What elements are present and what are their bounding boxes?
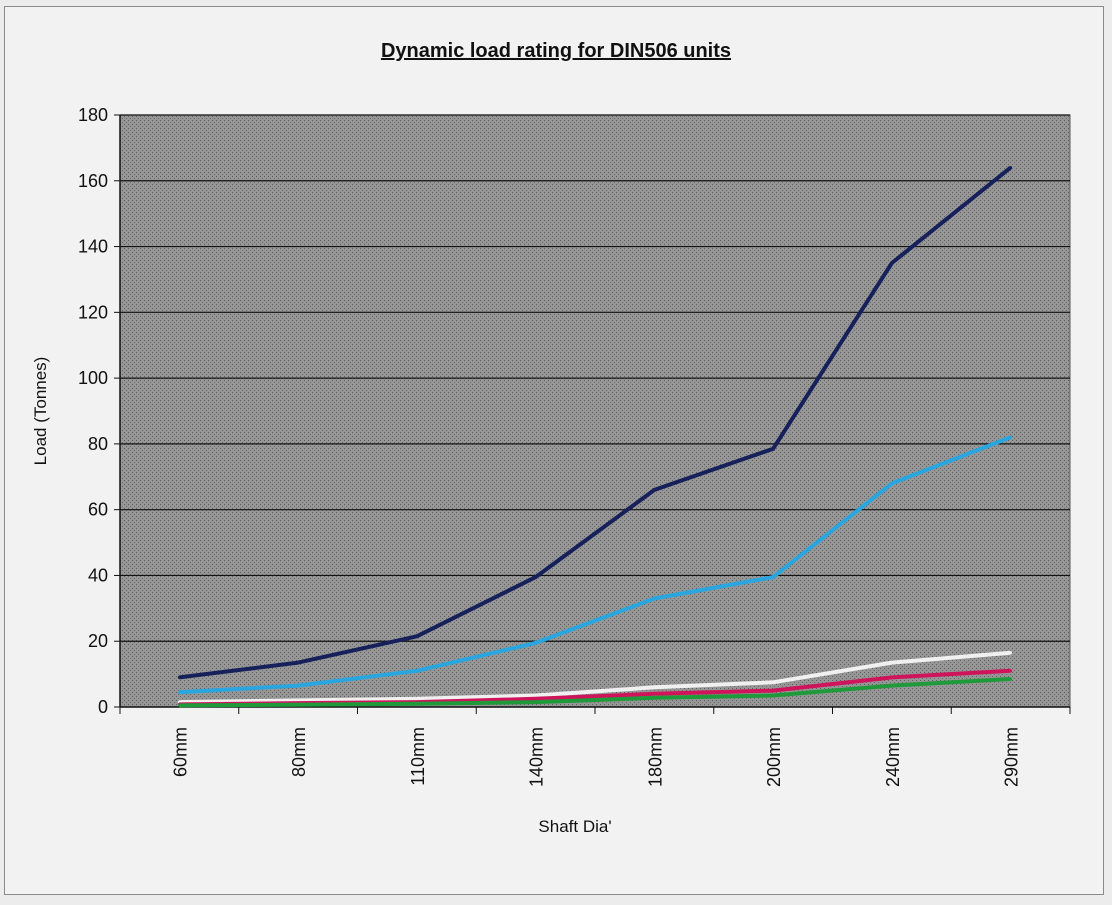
series-1-point bbox=[1009, 166, 1013, 170]
series-3-point bbox=[415, 697, 419, 701]
series-2-point bbox=[890, 481, 894, 485]
series-1-point bbox=[890, 261, 894, 265]
series-line-1 bbox=[179, 166, 1012, 680]
x-tick-label: 200mm bbox=[764, 727, 784, 787]
x-tick-label: 290mm bbox=[1002, 727, 1022, 787]
x-tick-label: 80mm bbox=[289, 727, 309, 777]
series-1-point bbox=[177, 675, 181, 679]
series-5-point bbox=[890, 684, 894, 688]
x-tick-label: 180mm bbox=[645, 727, 665, 787]
series-2-point bbox=[534, 641, 538, 645]
x-tick-label: 240mm bbox=[883, 727, 903, 787]
series-5-point bbox=[177, 703, 181, 707]
series-1-point bbox=[415, 634, 419, 638]
x-tick-label: 60mm bbox=[170, 727, 190, 777]
x-axis-title: Shaft Dia' bbox=[538, 817, 611, 836]
series-4-point bbox=[890, 675, 894, 679]
y-tick-label: 180 bbox=[78, 105, 108, 125]
plot-area bbox=[119, 114, 1071, 708]
y-tick-label: 40 bbox=[88, 565, 108, 585]
y-tick-label: 140 bbox=[78, 237, 108, 257]
series-3-point bbox=[890, 661, 894, 665]
series-line-3 bbox=[179, 650, 1011, 705]
y-tick-label: 120 bbox=[78, 302, 108, 322]
series-line-5 bbox=[179, 677, 1011, 708]
series-2-point bbox=[177, 690, 181, 694]
series-3-point bbox=[652, 685, 656, 689]
series-2-point bbox=[415, 669, 419, 673]
series-2-point bbox=[296, 684, 300, 688]
series-5-point bbox=[1009, 677, 1013, 681]
series-5-point bbox=[652, 696, 656, 700]
y-tick-label: 160 bbox=[78, 171, 108, 191]
series-3-point bbox=[534, 693, 538, 697]
series-4-point bbox=[652, 692, 656, 696]
series-5-point bbox=[534, 700, 538, 704]
series-1-point bbox=[771, 447, 775, 451]
series-5-point bbox=[771, 693, 775, 697]
x-tick-label: 140mm bbox=[527, 727, 547, 787]
series-5-point bbox=[415, 702, 419, 706]
y-tick-label: 0 bbox=[98, 697, 108, 717]
y-tick-label: 80 bbox=[88, 434, 108, 454]
x-tick-label: 110mm bbox=[408, 727, 428, 786]
chart-title: Dynamic load rating for DIN506 units bbox=[380, 40, 732, 62]
series-2-point bbox=[652, 596, 656, 600]
series-3-point bbox=[771, 680, 775, 684]
series-line-2 bbox=[179, 435, 1012, 695]
series-4-point bbox=[771, 689, 775, 693]
y-axis-title: Load (Tonnes) bbox=[31, 357, 50, 466]
series-3-point bbox=[1009, 651, 1013, 655]
series-1-point bbox=[534, 575, 538, 579]
series-2-point bbox=[771, 575, 775, 579]
series-1-point bbox=[652, 488, 656, 492]
series-4-point bbox=[1009, 669, 1013, 673]
y-tick-label: 100 bbox=[78, 368, 108, 388]
series-4-point bbox=[534, 697, 538, 701]
series-5-point bbox=[296, 703, 300, 707]
y-tick-label: 20 bbox=[88, 631, 108, 651]
y-tick-label: 60 bbox=[88, 500, 108, 520]
series-2-point bbox=[1009, 435, 1013, 439]
series-1-point bbox=[296, 661, 300, 665]
